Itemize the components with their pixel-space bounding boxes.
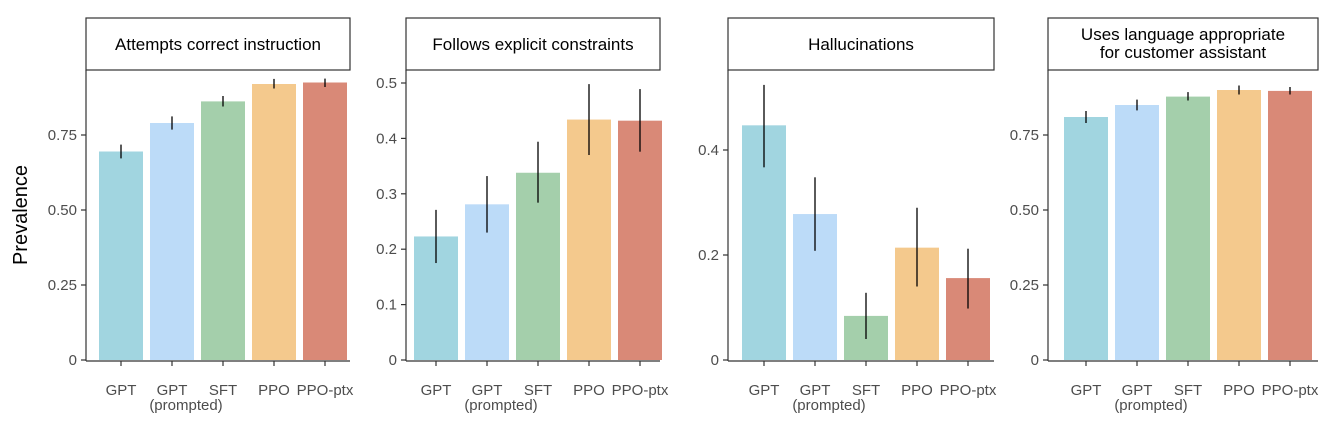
panel-title: Follows explicit constraints [432,35,633,54]
x-tick-label-gpt-prompted: GPT (prompted) [1114,382,1187,414]
y-tick-label: 0 [69,352,77,369]
y-tick-label: 0.2 [698,247,719,264]
y-tick-label: 0.50 [1010,202,1039,219]
panel-uses-language-appropriate: Uses language appropriate for customer as… [1010,17,1319,414]
y-tick-label: 0.75 [1010,127,1039,144]
x-tick-label-gpt-prompted: GPT (prompted) [149,382,222,414]
panel-hallucinations: Hallucinations 0 0.2 0.4 GPT GPT (prompted)SFT… [698,17,997,414]
panel-attempts-correct-instruction: Attempts correct instruction 0 0.25 0.50 0.7… [48,17,354,414]
x-tick-label-ppo: PPO [258,382,290,399]
bar-ppo [567,119,611,361]
panel-title-box [85,17,351,71]
y-tick-label: 0.25 [1010,277,1039,294]
x-tick-label-gpt: GPT [421,382,452,399]
bar-gpt-prompted [150,123,194,360]
y-tick-label: 0.5 [376,75,397,92]
x-tick-label-ppo: PPO [573,382,605,399]
y-tick-label: 0 [1031,352,1039,369]
y-tick-label: 0 [711,352,719,369]
y-tick-label: 0.75 [48,127,77,144]
x-tick-label-ppo-ptx: PPO-ptx [612,382,669,399]
panel-title: Uses language appropriate for customer as… [1081,25,1285,62]
x-tick-label-ppo-ptx: PPO-ptx [940,382,997,399]
y-tick-label: 0.25 [48,277,77,294]
y-tick-label: 0.4 [376,130,397,147]
bar-ppo-ptx [618,120,662,360]
bar-gpt [99,151,143,360]
y-tick-label: 0 [389,352,397,369]
y-tick-label: 0.50 [48,202,77,219]
bar-gpt [1064,117,1108,360]
bar-ppo-ptx [303,82,347,360]
bar-sft [1166,96,1210,360]
panel-title: Hallucinations [808,35,914,54]
x-tick-label-gpt-prompted: GPT (prompted) [464,382,537,414]
panel-title-box [405,17,661,71]
y-tick-label: 0.3 [376,186,397,203]
panel-follows-explicit-constraints: Follows explicit constraints 0 0.1 0.2 0.3 0.… [376,17,669,414]
bar-sft [516,172,560,360]
bar-ppo-ptx [1268,90,1312,361]
x-tick-label-ppo: PPO [901,382,933,399]
x-tick-label-ppo-ptx: PPO-ptx [1262,382,1319,399]
x-tick-label-ppo: PPO [1223,382,1255,399]
x-tick-label-gpt-prompted: GPT (prompted) [792,382,865,414]
x-tick-label-gpt: GPT [749,382,780,399]
x-tick-label-sft: SFT [209,382,237,399]
panel-title: Attempts correct instruction [115,35,321,54]
x-tick-label-sft: SFT [852,382,880,399]
x-tick-label-gpt: GPT [1071,382,1102,399]
x-tick-label-gpt: GPT [106,382,137,399]
bar-gpt-prompted [1115,105,1159,360]
x-tick-label-sft: SFT [1174,382,1202,399]
x-tick-label-ppo-ptx: PPO-ptx [297,382,354,399]
y-tick-label: 0.4 [698,142,719,159]
x-tick-label-sft: SFT [524,382,552,399]
y-tick-label: 0.2 [376,241,397,258]
bar-ppo [252,84,296,360]
bar-sft [201,101,245,361]
panel-title-box [1047,17,1319,71]
panel-title-box [727,17,995,71]
bar-ppo [1217,90,1261,360]
y-tick-label: 0.1 [376,297,397,314]
y-axis-label: Prevalence [10,165,32,265]
